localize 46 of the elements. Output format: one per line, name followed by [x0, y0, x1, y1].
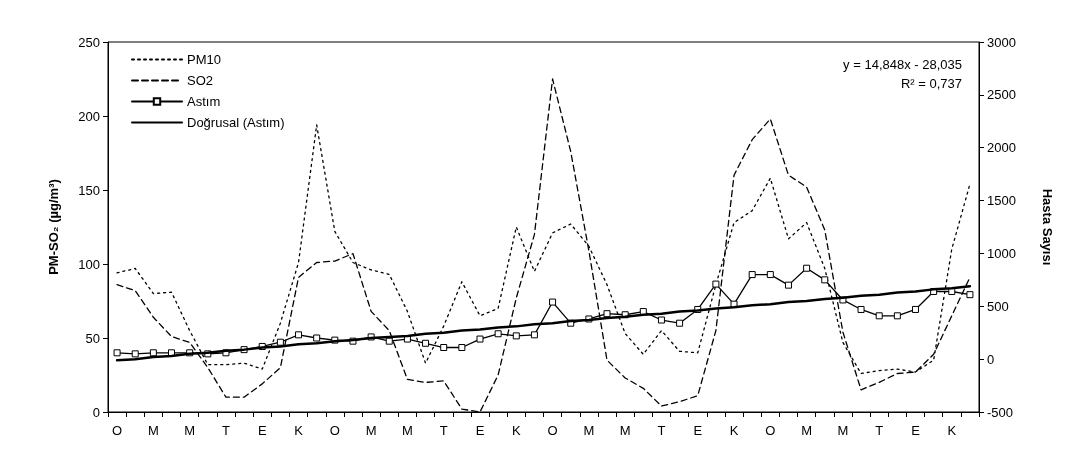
- x-tick-label: T: [875, 423, 884, 438]
- y2-tick-label: 1500: [987, 193, 1016, 209]
- legend-label: PM10: [187, 52, 221, 67]
- x-tick-label: M: [619, 423, 631, 438]
- y-tick-label: 50: [85, 330, 100, 346]
- legend-label: SO2: [187, 73, 214, 88]
- x-tick-label: K: [947, 423, 957, 438]
- x-tick-label: M: [837, 423, 849, 438]
- x-tick-label: M: [801, 423, 813, 438]
- x-tick-label: K: [729, 423, 739, 438]
- y2-tick-label: 500: [987, 298, 1009, 314]
- y-tick-label: 200: [78, 108, 100, 124]
- annotation: R² = 0,737: [900, 76, 963, 91]
- x-tick-label: M: [583, 423, 595, 438]
- x-tick-label: O: [329, 423, 340, 438]
- legend-label: Astım: [187, 94, 221, 109]
- y-axis-title: PM-SO₂ (µg/m³): [46, 179, 61, 275]
- y2-tick-label: 1000: [987, 245, 1016, 261]
- y-tick-label: 100: [78, 256, 100, 272]
- x-tick-label: T: [439, 423, 448, 438]
- x-tick-label: K: [294, 423, 304, 438]
- x-tick-label: E: [475, 423, 485, 438]
- x-tick-label: E: [257, 423, 267, 438]
- y2-tick-label: -500: [987, 404, 1014, 420]
- y2-tick-label: 3000: [987, 34, 1016, 50]
- x-tick-label: M: [365, 423, 377, 438]
- legend-label: Doğrusal (Astım): [187, 115, 285, 130]
- x-tick-label: E: [911, 423, 921, 438]
- y2-tick-label: 2000: [987, 140, 1016, 156]
- y-tick-label: 0: [92, 404, 100, 420]
- x-tick-label: E: [693, 423, 703, 438]
- x-tick-label: K: [511, 423, 521, 438]
- x-tick-label: T: [657, 423, 666, 438]
- x-tick-label: T: [221, 423, 230, 438]
- annotation: y = 14,848x - 28,035: [843, 57, 963, 72]
- x-tick-label: O: [112, 423, 123, 438]
- x-tick-label: M: [401, 423, 413, 438]
- y2-axis-title: Hasta Sayısı: [1040, 188, 1055, 266]
- x-tick-label: O: [765, 423, 776, 438]
- y-tick-label: 150: [78, 182, 100, 198]
- x-tick-label: M: [184, 423, 196, 438]
- y2-tick-label: 0: [987, 351, 995, 367]
- x-tick-label: M: [147, 423, 159, 438]
- y-tick-label: 250: [78, 34, 100, 50]
- x-tick-label: O: [547, 423, 558, 438]
- y2-tick-label: 2500: [987, 87, 1016, 103]
